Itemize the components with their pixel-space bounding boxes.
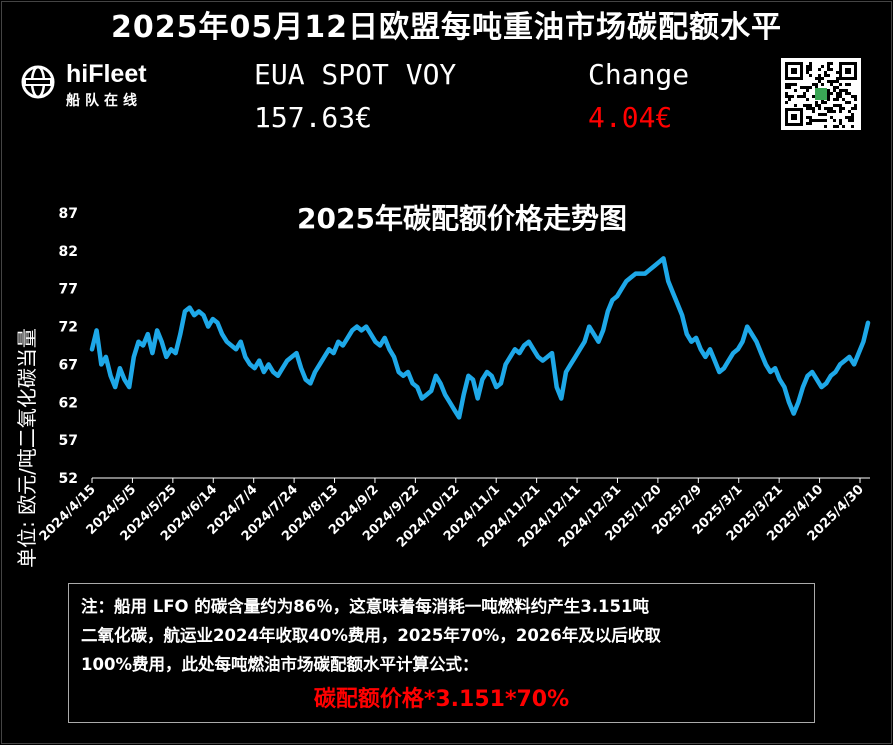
y-tick-label: 52 — [59, 471, 78, 487]
note-text: 注：船用 LFO 的碳含量约为86％，这意味着每消耗一吨燃料约产生3.151吨 … — [81, 592, 802, 679]
y-tick-label: 72 — [59, 320, 78, 336]
price-chart: 2025年碳配额价格走势图 单位: 欧元/吨二氧化碳当量 52 57 62 67 72 7… — [15, 202, 871, 568]
eua-label: EUA SPOT VOY — [254, 58, 457, 91]
globe-icon — [21, 65, 55, 99]
change-value: 4.04€ — [588, 101, 673, 134]
y-tick-label: 57 — [59, 433, 78, 449]
qr-code-icon — [781, 58, 861, 130]
brand-logo: hiFleet 船队在线 — [20, 60, 170, 110]
formula-text: 碳配额价格*3.151*70% — [313, 687, 570, 712]
y-tick-label: 82 — [59, 244, 78, 260]
change-label: Change — [588, 58, 690, 91]
note-box: 注：船用 LFO 的碳含量约为86％，这意味着每消耗一吨燃料约产生3.151吨 … — [68, 583, 815, 723]
brand-subtitle: 船队在线 — [66, 93, 142, 109]
page-title: 2025年05月12日欧盟每吨重油市场碳配额水平 — [111, 10, 782, 45]
y-tick-label: 67 — [59, 357, 78, 373]
chart-title: 2025年碳配额价格走势图 — [297, 202, 627, 235]
x-tick-label: 2024/4/15 — [37, 482, 99, 544]
eua-value: 157.63€ — [254, 101, 373, 134]
note-line: 二氧化碳，航运业2024年收取40%费用，2025年70%，2026年及以后收取 — [81, 626, 661, 645]
y-tick-label: 62 — [59, 395, 78, 411]
note-line: 注：船用 LFO 的碳含量约为86％，这意味着每消耗一吨燃料约产生3.151吨 — [81, 597, 649, 616]
y-axis-label: 单位: 欧元/吨二氧化碳当量 — [15, 328, 39, 568]
series-line — [89, 256, 871, 420]
y-tick-label: 87 — [59, 206, 78, 222]
note-line: 100%费用，此处每吨燃油市场碳配额水平计算公式： — [81, 655, 479, 674]
y-tick-label: 77 — [59, 282, 78, 298]
brand-name: hiFleet — [66, 60, 147, 88]
